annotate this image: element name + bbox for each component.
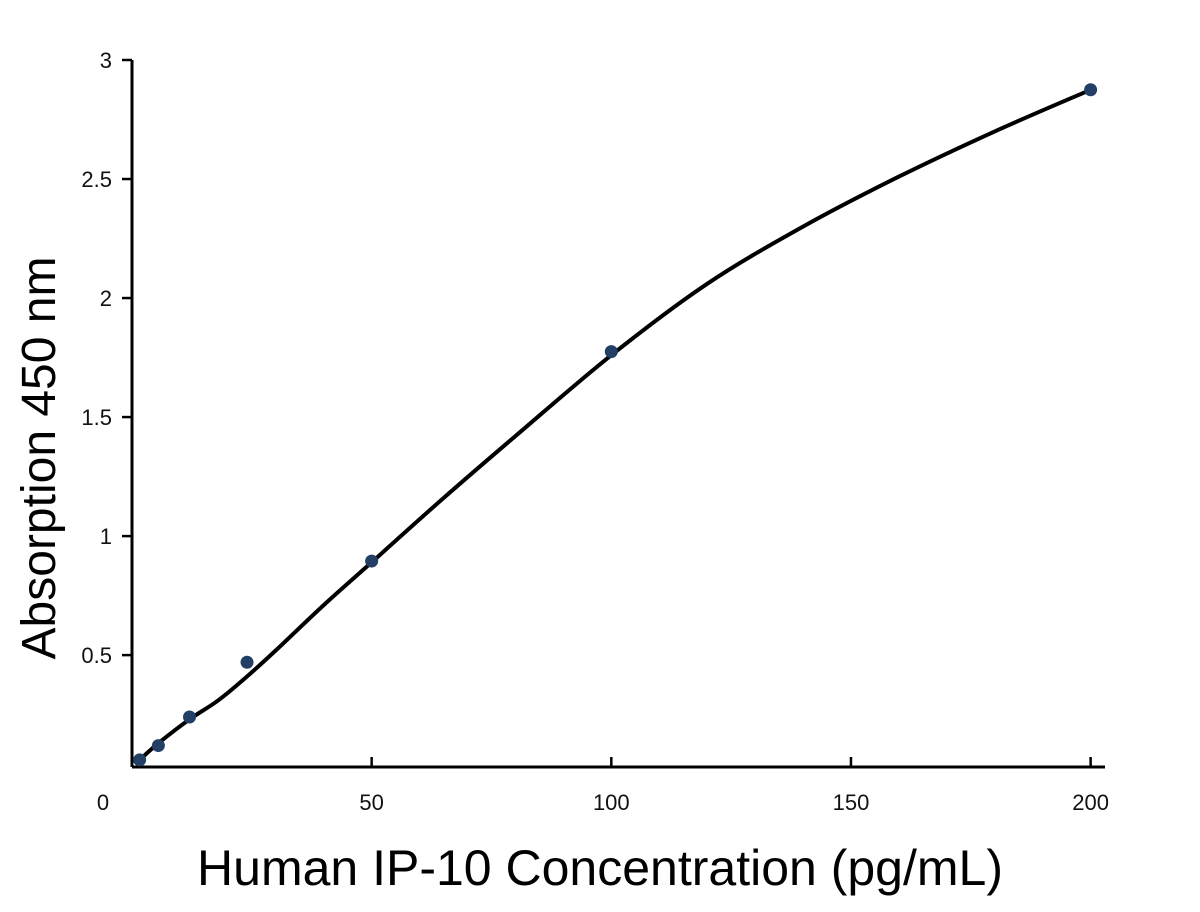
data-point <box>240 655 254 669</box>
x-axis-title: Human IP-10 Concentration (pg/mL) <box>197 840 1003 896</box>
x-tick-label: 150 <box>833 790 870 815</box>
y-axis-title: Absorption 450 nm <box>13 257 66 660</box>
x-tick-label: 100 <box>593 790 630 815</box>
y-tick-label: 0.5 <box>81 643 112 668</box>
x-tick-label: 50 <box>359 790 383 815</box>
data-point <box>1084 83 1098 97</box>
x-tick-label: 200 <box>1072 790 1109 815</box>
data-points <box>133 83 1098 767</box>
data-point <box>151 739 165 753</box>
data-point <box>365 554 379 568</box>
fit-curve-line <box>137 87 1093 762</box>
y-tick-label: 2 <box>100 286 112 311</box>
x-tick-label: 0 <box>97 790 109 815</box>
y-tick-label: 2.5 <box>81 167 112 192</box>
x-axis-ticks: 0 50 100 150 200 <box>97 757 1109 815</box>
axes <box>130 60 1105 769</box>
data-point <box>183 710 197 724</box>
y-tick-label: 3 <box>100 48 112 73</box>
y-tick-label: 1.5 <box>81 405 112 430</box>
data-point <box>604 345 618 359</box>
y-axis-ticks: 0.5 1 1.5 2 2.5 3 <box>81 48 132 668</box>
y-tick-label: 1 <box>100 524 112 549</box>
data-point <box>133 753 147 767</box>
